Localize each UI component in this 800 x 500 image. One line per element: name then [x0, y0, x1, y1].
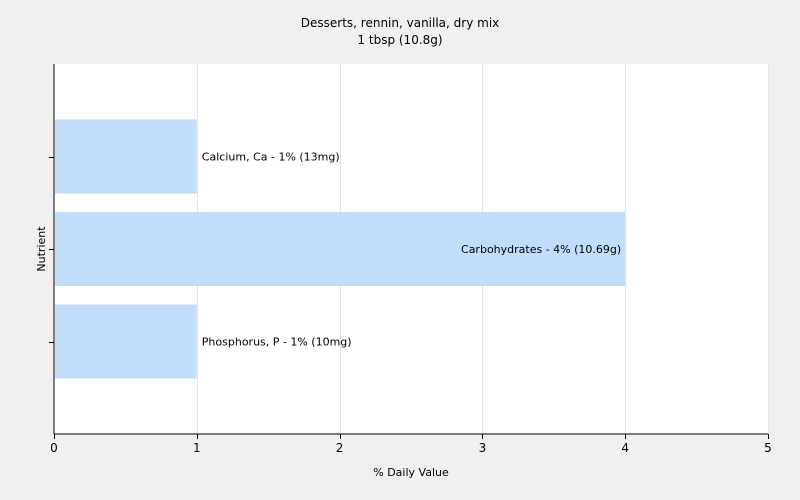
- x-tick-label: 4: [621, 441, 629, 455]
- chart-title: Desserts, rennin, vanilla, dry mix: [301, 16, 500, 30]
- bar-data-label: Carbohydrates - 4% (10.69g): [461, 243, 621, 256]
- bar-data-label: Calcium, Ca - 1% (13mg): [202, 151, 340, 164]
- bar-carbohydrates: [55, 212, 626, 286]
- bar-calcium-ca: [55, 119, 197, 194]
- bar-phosphorus-p: [55, 304, 197, 379]
- x-tick-label: 2: [336, 441, 344, 455]
- x-axis-label: % Daily Value: [373, 466, 449, 479]
- bars: Calcium, Ca - 1% (13mg) Carbohydrates - 4…: [55, 119, 626, 379]
- axis-ticks: 0 1 2 3 4 5: [49, 157, 772, 455]
- x-tick-label: 0: [50, 441, 58, 455]
- x-tick-label: 1: [193, 441, 201, 455]
- x-tick-label: 3: [479, 441, 487, 455]
- chart-subtitle: 1 tbsp (10.8g): [357, 33, 442, 47]
- bar-data-label: Phosphorus, P - 1% (10mg): [202, 336, 352, 349]
- y-axis-label: Nutrient: [35, 226, 48, 272]
- x-tick-label: 5: [764, 441, 772, 455]
